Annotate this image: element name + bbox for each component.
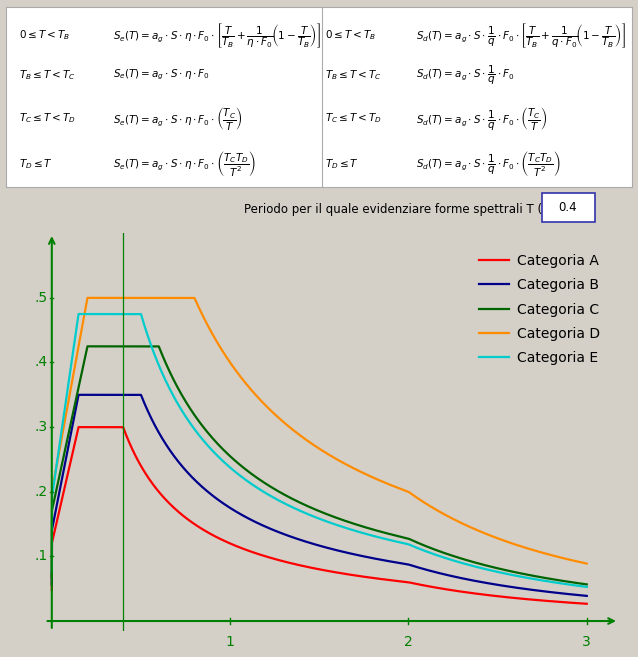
Categoria D — [109, 294, 117, 302]
Categoria E — [141, 323, 149, 330]
Categoria B — [253, 519, 261, 527]
Line: Categoria B: Categoria B — [52, 395, 587, 596]
Text: 1: 1 — [226, 635, 235, 649]
Text: Periodo per il quale evidenziare forme spettrali T (sec) =: Periodo per il quale evidenziare forme s… — [244, 203, 580, 216]
Text: $0 \leq T < T_B$: $0 \leq T < T_B$ — [19, 28, 70, 43]
Categoria A — [276, 556, 284, 564]
Categoria D — [515, 541, 523, 549]
Text: $S_e(T) = a_g \cdot S \cdot \eta \cdot F_0 \cdot \left(\dfrac{T_C T_D}{T^2}\righ: $S_e(T) = a_g \cdot S \cdot \eta \cdot F… — [113, 149, 256, 178]
Categoria A — [141, 468, 149, 476]
Text: $S_e(T) = a_g \cdot S \cdot \eta \cdot F_0 \cdot \left(\dfrac{T_C}{T}\right)$: $S_e(T) = a_g \cdot S \cdot \eta \cdot F… — [113, 105, 242, 132]
Categoria E — [583, 583, 591, 591]
Categoria E — [572, 581, 580, 589]
Line: Categoria D: Categoria D — [52, 298, 587, 570]
Categoria C — [276, 488, 284, 496]
Categoria E — [75, 310, 82, 318]
Categoria B — [276, 529, 284, 537]
Categoria A — [75, 423, 82, 431]
Categoria E — [48, 568, 56, 576]
Text: .4: .4 — [34, 355, 47, 369]
Categoria C — [583, 580, 591, 588]
Categoria D — [84, 294, 91, 302]
Text: $T_B \leq T < T_C$: $T_B \leq T < T_C$ — [19, 68, 76, 82]
Text: .5: .5 — [34, 291, 47, 305]
Text: 2: 2 — [404, 635, 413, 649]
Categoria B — [572, 591, 580, 599]
Categoria A — [48, 586, 56, 594]
Categoria C — [48, 573, 56, 581]
Categoria E — [276, 497, 284, 505]
Text: .1: .1 — [34, 549, 47, 564]
Text: $S_d(T) = a_g \cdot S \cdot \dfrac{1}{q} \cdot F_0 \cdot \left(\dfrac{T_C T_D}{T: $S_d(T) = a_g \cdot S \cdot \dfrac{1}{q}… — [416, 149, 560, 178]
Categoria D — [583, 560, 591, 568]
Categoria A — [253, 550, 261, 558]
Categoria B — [515, 584, 523, 592]
Text: $T_C \leq T < T_D$: $T_C \leq T < T_D$ — [19, 112, 76, 125]
Text: 3: 3 — [582, 635, 591, 649]
Legend: Categoria A, Categoria B, Categoria C, Categoria D, Categoria E: Categoria A, Categoria B, Categoria C, C… — [473, 248, 606, 371]
Text: $S_d(T) = a_g \cdot S \cdot \dfrac{1}{q} \cdot F_0 \cdot \left(\dfrac{T_C}{T}\ri: $S_d(T) = a_g \cdot S \cdot \dfrac{1}{q}… — [416, 105, 547, 132]
Categoria B — [48, 581, 56, 589]
Categoria C — [84, 342, 91, 350]
Line: Categoria E: Categoria E — [52, 314, 587, 587]
Categoria E — [253, 484, 261, 491]
Line: Categoria C: Categoria C — [52, 346, 587, 584]
Text: $T_C \leq T < T_D$: $T_C \leq T < T_D$ — [325, 112, 382, 125]
Categoria D — [276, 415, 284, 423]
Categoria C — [253, 474, 261, 482]
Text: $T_B \leq T < T_C$: $T_B \leq T < T_C$ — [325, 68, 382, 82]
Text: 0.4: 0.4 — [558, 201, 577, 214]
Text: .2: .2 — [34, 485, 47, 499]
Categoria B — [583, 592, 591, 600]
Text: $S_e(T) = a_g \cdot S \cdot \eta \cdot F_0 \cdot \left[\dfrac{T}{T_B} + \dfrac{1: $S_e(T) = a_g \cdot S \cdot \eta \cdot F… — [113, 21, 321, 50]
Text: $T_D \leq T$: $T_D \leq T$ — [19, 157, 53, 171]
FancyBboxPatch shape — [542, 193, 595, 222]
Categoria B — [141, 400, 149, 408]
Categoria D — [572, 557, 580, 565]
Line: Categoria A: Categoria A — [52, 427, 587, 604]
Text: .3: .3 — [34, 420, 47, 434]
Text: $S_d(T) = a_g \cdot S \cdot \dfrac{1}{q} \cdot F_0$: $S_d(T) = a_g \cdot S \cdot \dfrac{1}{q}… — [416, 64, 514, 87]
Categoria D — [48, 566, 56, 574]
Text: $S_e(T) = a_g \cdot S \cdot \eta \cdot F_0$: $S_e(T) = a_g \cdot S \cdot \eta \cdot F… — [113, 68, 210, 82]
Categoria B — [75, 391, 82, 399]
Text: $T_D \leq T$: $T_D \leq T$ — [325, 157, 359, 171]
Text: $S_d(T) = a_g \cdot S \cdot \dfrac{1}{q} \cdot F_0 \cdot \left[\dfrac{T}{T_B} + : $S_d(T) = a_g \cdot S \cdot \dfrac{1}{q}… — [416, 21, 626, 50]
Categoria E — [109, 310, 117, 318]
Categoria D — [253, 392, 261, 400]
Categoria C — [141, 342, 149, 350]
Categoria D — [141, 294, 149, 302]
Categoria A — [515, 595, 523, 602]
Categoria B — [109, 391, 117, 399]
Categoria E — [515, 572, 523, 580]
Categoria C — [572, 579, 580, 587]
Categoria A — [109, 423, 117, 431]
Categoria A — [572, 599, 580, 607]
Categoria C — [515, 569, 523, 577]
Categoria A — [583, 600, 591, 608]
Categoria C — [109, 342, 117, 350]
Text: $0 \leq T < T_B$: $0 \leq T < T_B$ — [325, 28, 376, 43]
